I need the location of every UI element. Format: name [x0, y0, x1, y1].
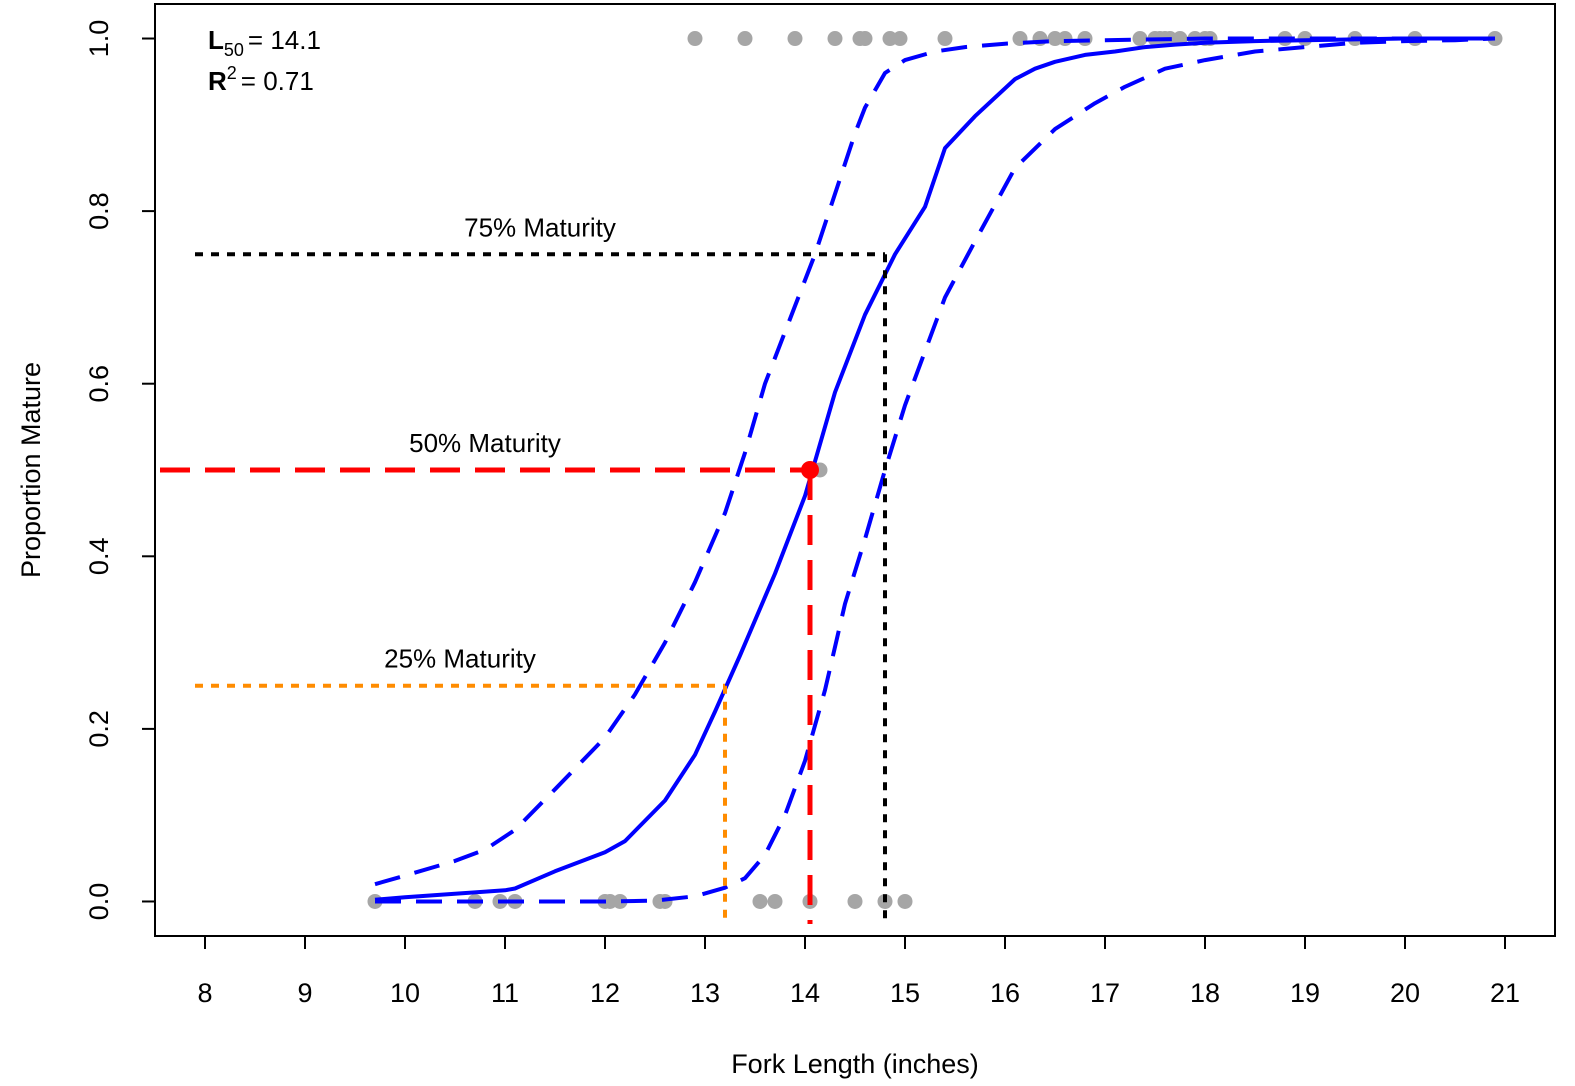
mature-point: [1132, 31, 1148, 47]
l50-subscript: 50: [224, 40, 244, 60]
x-tick-label: 15: [890, 978, 920, 1008]
x-axis: 8 9 10 11 12 13 14 15 16 17 18 19 20 21: [197, 936, 1520, 1008]
x-tick-label: 8: [197, 978, 212, 1008]
y-axis-title: Proportion Mature: [16, 362, 46, 578]
mature-point: [857, 31, 873, 47]
x-tick-label: 21: [1490, 978, 1520, 1008]
immature-point: [612, 893, 628, 909]
x-tick-label: 11: [491, 978, 519, 1008]
immature-point: [897, 893, 913, 909]
confidence-band-line: [374, 36, 1495, 887]
r2-value: = 0.71: [241, 66, 314, 96]
immature-point: [847, 893, 863, 909]
x-tick-label: 17: [1090, 978, 1120, 1008]
mature-point: [827, 31, 843, 47]
mature-point: [1077, 31, 1093, 47]
immature-point: [752, 893, 768, 909]
l50-stat: L50 = 14.1: [208, 25, 321, 60]
r2-stat: R2 = 0.71: [208, 63, 314, 96]
logistic-fit-line: [374, 36, 1495, 902]
x-tick-label: 10: [390, 978, 420, 1008]
r2-superscript: 2: [227, 63, 237, 83]
stats-annotation: L50 = 14.1 R2 = 0.71: [208, 25, 321, 96]
maturity-label: 50% Maturity: [409, 428, 561, 458]
fit-curves: [374, 36, 1496, 904]
observation-points: [367, 31, 1503, 909]
y-tick-label: 0.8: [84, 192, 114, 230]
mature-point: [892, 31, 908, 47]
y-tick-label: 0.0: [84, 883, 114, 921]
maturity-label: 75% Maturity: [464, 212, 616, 242]
plot-frame: [154, 3, 1556, 937]
mature-point: [937, 31, 953, 47]
y-tick-label: 0.6: [84, 365, 114, 403]
x-tick-label: 20: [1390, 978, 1420, 1008]
x-axis-title: Fork Length (inches): [731, 1049, 979, 1079]
immature-point: [767, 893, 783, 909]
mature-point: [737, 31, 753, 47]
l50-value: = 14.1: [248, 25, 321, 55]
mature-point: [787, 31, 803, 47]
x-tick-label: 16: [990, 978, 1020, 1008]
x-tick-label: 12: [590, 978, 620, 1008]
mature-point: [1057, 31, 1073, 47]
y-tick-label: 0.4: [84, 538, 114, 576]
maturity-reference-lines: 25% Maturity 50% Maturity 75% Maturity: [160, 212, 887, 924]
maturity-label: 25% Maturity: [384, 644, 536, 674]
mature-point: [687, 31, 703, 47]
x-tick-label: 9: [297, 978, 312, 1008]
r2-symbol: R: [208, 66, 227, 96]
y-tick-label: 0.2: [84, 710, 114, 748]
x-tick-label: 19: [1290, 978, 1320, 1008]
x-tick-label: 13: [690, 978, 720, 1008]
confidence-band-line: [375, 36, 1496, 904]
x-tick-label: 18: [1190, 978, 1220, 1008]
l50-symbol: L: [208, 25, 224, 55]
y-axis: 0.0 0.2 0.4 0.6 0.8 1.0: [84, 20, 155, 921]
l50-marker: [801, 461, 819, 479]
x-tick-label: 14: [790, 978, 820, 1008]
y-tick-label: 1.0: [84, 20, 114, 58]
